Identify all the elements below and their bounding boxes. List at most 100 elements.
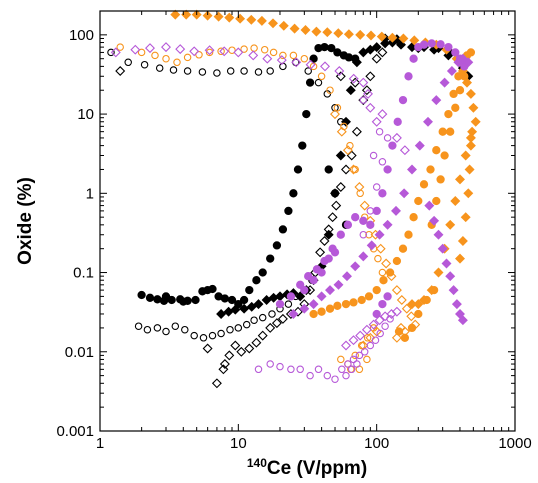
x-tick-label: 10: [230, 435, 247, 452]
purple-filled-diamond-point: [451, 299, 462, 310]
orange-filled-diamond-point: [213, 11, 224, 22]
black-open-circle-point: [304, 67, 312, 75]
black-filled-diamond-point: [246, 301, 257, 312]
orange-filled-diamond-point: [462, 77, 472, 88]
orange-filled-circle-point: [357, 295, 366, 305]
orange-filled-diamond-point: [235, 13, 246, 24]
purple-open-circle-point: [344, 360, 352, 368]
black-filled-circle-point: [258, 268, 267, 277]
purple-filled-circle-point: [309, 276, 318, 285]
black-filled-circle-point: [320, 42, 329, 52]
purple-open-diamond-point: [371, 116, 382, 127]
purple-filled-circle-point: [330, 248, 340, 257]
black-open-diamond-point: [365, 71, 376, 82]
purple-filled-diamond-point: [407, 164, 417, 175]
y-tick-label: 0.1: [73, 265, 94, 282]
orange-open-circle-point: [151, 51, 159, 60]
black-open-circle-point: [169, 66, 178, 74]
black-open-diamond-point: [202, 343, 213, 354]
purple-filled-circle-point: [404, 72, 413, 81]
orange-filled-circle-point: [349, 298, 358, 307]
orange-filled-diamond-point: [366, 30, 376, 41]
y-tick-label: 10: [77, 106, 94, 123]
black-open-diamond-point: [377, 47, 388, 58]
purple-open-circle-point: [349, 355, 358, 364]
black-filled-circle-point: [302, 109, 311, 119]
orange-filled-diamond-point: [455, 174, 465, 185]
orange-open-circle-point: [173, 58, 181, 67]
purple-open-diamond-point: [358, 77, 369, 88]
orange-open-circle-point: [205, 48, 214, 57]
orange-filled-diamond-point: [343, 29, 354, 40]
purple-open-circle-point: [266, 360, 274, 368]
purple-open-diamond-point: [361, 324, 372, 335]
purple-filled-circle-point: [383, 165, 392, 174]
black-open-diamond-point: [219, 359, 230, 369]
black-filled-circle-point: [239, 295, 249, 305]
black-filled-circle-point: [266, 254, 275, 263]
black-open-diamond-point: [315, 247, 326, 258]
orange-open-circle-point: [363, 355, 371, 364]
x-axis-title-text: Ce (V/ppm): [267, 458, 367, 479]
black-filled-diamond-point: [216, 309, 227, 319]
black-open-diamond-point: [218, 364, 229, 375]
purple-filled-diamond-point: [288, 309, 299, 319]
orange-filled-diamond-point: [398, 33, 409, 44]
purple-open-circle-point: [381, 322, 389, 330]
black-open-circle-point: [199, 334, 208, 342]
purple-open-circle-point: [369, 151, 378, 160]
black-open-diamond-point: [346, 150, 357, 161]
black-filled-diamond-point: [345, 85, 356, 96]
purple-open-diamond-point: [334, 66, 345, 76]
purple-filled-diamond-point: [446, 66, 457, 76]
black-filled-diamond-point: [341, 116, 351, 127]
purple-open-circle-point: [314, 365, 323, 374]
black-open-circle-point: [258, 313, 267, 322]
orange-filled-diamond-point: [278, 20, 289, 31]
orange-open-circle-point: [195, 51, 203, 59]
orange-filled-circle-point: [414, 196, 423, 206]
purple-open-circle-point: [359, 96, 368, 104]
orange-open-circle-point: [378, 268, 387, 277]
purple-open-diamond-point: [175, 44, 186, 55]
orange-filled-circle-point: [438, 127, 447, 136]
purple-filled-diamond-point: [423, 116, 433, 127]
purple-filled-diamond-point: [342, 271, 352, 282]
orange-filled-circle-point: [440, 151, 449, 160]
orange-filled-circle-point: [444, 109, 453, 119]
purple-open-circle-point: [371, 336, 380, 344]
x-axis-tick-labels: 1 10 100 1000: [96, 435, 532, 452]
purple-open-diamond-point: [348, 73, 359, 84]
purple-filled-diamond-point: [437, 243, 448, 254]
black-filled-circle-point: [145, 293, 155, 302]
orange-filled-circle-point: [449, 89, 458, 99]
x-axis-title-superscript: 140: [247, 456, 267, 470]
black-filled-circle-point: [220, 294, 230, 303]
purple-open-diamond-point: [248, 50, 259, 61]
black-filled-circle-point: [137, 290, 146, 300]
black-open-diamond-point: [244, 343, 255, 354]
orange-filled-diamond-point: [224, 12, 235, 23]
purple-open-diamond-point: [204, 45, 215, 56]
purple-open-diamond-point: [391, 132, 402, 143]
purple-filled-diamond-point: [366, 240, 377, 251]
purple-open-diamond-point: [363, 88, 373, 99]
purple-filled-diamond-point: [299, 303, 310, 314]
y-tick-label: 100: [69, 27, 94, 44]
purple-filled-circle-point: [451, 48, 460, 57]
purple-filled-circle-point: [409, 54, 418, 63]
purple-filled-circle-point: [419, 40, 429, 49]
black-open-circle-point: [134, 322, 143, 330]
orange-open-diamond-point: [342, 145, 353, 156]
orange-open-diamond-point: [358, 340, 369, 351]
purple-filled-diamond-point: [455, 309, 465, 319]
black-open-diamond-point: [371, 53, 382, 64]
orange-filled-diamond-point: [470, 116, 481, 127]
orange-filled-circle-point: [466, 48, 476, 57]
purple-open-circle-point: [338, 365, 346, 374]
black-open-circle-point: [183, 67, 192, 75]
purple-filled-diamond-point: [316, 291, 327, 302]
orange-filled-diamond-point: [409, 35, 420, 46]
black-filled-circle-point: [245, 285, 254, 295]
purple-filled-circle-point: [436, 40, 445, 49]
